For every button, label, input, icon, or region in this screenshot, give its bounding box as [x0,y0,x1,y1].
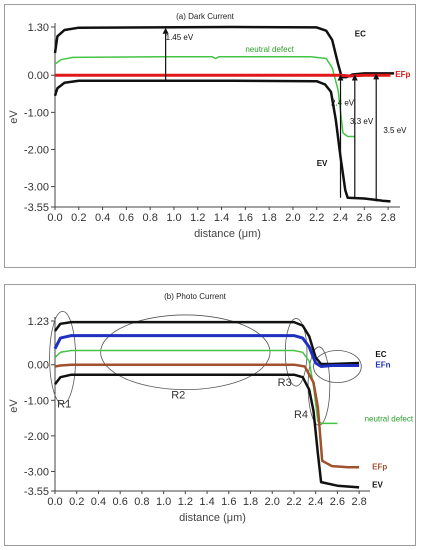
series-line-ec [54,320,360,366]
region-ellipse-r3 [284,318,308,387]
y-tick-label: 0.00 [28,360,49,372]
x-tick-label: 2.4 [308,496,323,508]
x-axis-label: distance (μm) [194,228,261,240]
x-tick-label: 2.4 [333,212,348,224]
x-tick-label: 0.6 [113,496,128,508]
annotation-ec: EC [355,29,366,38]
region-ellipse-r1 [49,310,77,405]
x-tick-label: 0.8 [134,496,149,508]
y-tick-label: -1.00 [24,395,49,407]
region-label-r2: R2 [171,390,185,402]
x-tick-label: 2.8 [351,496,366,508]
y-tick-label: -2.00 [24,431,49,443]
x-tick-label: 1.8 [261,212,276,224]
y-tick-label: -3.00 [24,182,49,194]
x-tick-label: 0.4 [91,496,106,508]
y-tick-label: 1.30 [28,22,49,34]
y-axis-label: eV [8,110,20,124]
photo-current-chart-panel: (b) Photo Current 1.23 0.00 -1.00 -2.00 -3.00… [4,284,416,546]
annotation-ev: EV [372,480,383,489]
band-bend-ellipse [313,350,362,383]
series-line-ev [53,79,391,203]
x-tick-label: 1.2 [190,212,205,224]
series-line-ec [53,25,395,79]
x-tick-label: 0.6 [119,212,134,224]
x-tick-label: 2.8 [380,212,395,224]
annotation-1-45-ev: 1.45 eV [166,33,194,42]
annotation-efn: EFn [375,361,390,370]
series-line-neutral-defect [54,55,355,138]
region-ellipse-r2 [100,314,271,391]
x-tick-label: 0.8 [143,212,158,224]
x-tick-label: 0.0 [47,496,62,508]
x-tick-label: 1.0 [156,496,171,508]
y-tick-label: 0.00 [28,70,49,82]
gap-arrow-1-45ev-head [162,27,169,34]
x-tick-label: 1.4 [214,212,229,224]
x-tick-label: 2.6 [330,496,345,508]
series-line-efn [53,334,360,368]
y-tick-label: -3.55 [24,202,49,214]
annotation-efp: EFp [372,463,387,472]
annotation-3-3-ev: 3.3 eV [350,117,374,126]
photo-current-chart: (b) Photo Current 1.23 0.00 -1.00 -2.00 -3.00… [8,292,414,524]
series-line-efp [55,73,391,78]
gap-arrow-3-3ev-head [351,74,358,81]
x-tick-label: 0.4 [95,212,110,224]
gap-arrow-3-5ev-head [373,73,380,80]
x-tick-label: 2.6 [357,212,372,224]
annotation-ev: EV [317,159,328,168]
annotation-3-5-ev: 3.5 eV [383,126,407,135]
y-tick-label: -1.00 [24,107,49,119]
dark-current-chart-panel: (a) Dark Current 1.30 0.00 -1.00 -2.00 -3.00 -… [4,4,416,268]
region-label-r1: R1 [57,398,71,410]
dark-current-chart: (a) Dark Current 1.30 0.00 -1.00 -2.00 -3.00 -… [8,12,410,240]
chart-title: (b) Photo Current [164,292,227,301]
y-tick-label: -3.55 [24,486,49,498]
x-tick-label: 1.6 [221,496,236,508]
y-axis-label: eV [8,399,20,413]
region-label-r4: R4 [294,409,308,421]
series-line-efp [54,363,360,469]
x-axis-label: distance (μm) [179,512,246,524]
x-tick-label: 1.2 [178,496,193,508]
y-tick-label: -3.00 [24,466,49,478]
annotation-2-4-ev: 2.4 eV [331,99,355,108]
y-tick-label: 1.23 [28,316,49,328]
gap-arrow-2-4ev-head [337,74,344,81]
x-tick-label: 2.0 [285,212,300,224]
annotation-neutral-defect: neutral defect [245,45,294,54]
x-tick-label: 2.2 [286,496,301,508]
annotation-efp: EFp [395,70,410,79]
x-tick-label: 2.2 [309,212,324,224]
annotation-ec: EC [375,350,386,359]
x-tick-label: 1.0 [166,212,181,224]
series-line-ev [54,373,360,489]
x-tick-label: 1.4 [199,496,214,508]
x-tick-label: 1.6 [238,212,253,224]
x-tick-label: 0.0 [47,212,62,224]
annotation-neutral-defect: neutral defect [365,415,414,424]
region-label-r3: R3 [278,377,292,389]
x-tick-label: 2.0 [265,496,280,508]
x-tick-label: 1.8 [243,496,258,508]
chart-title: (a) Dark Current [176,12,235,21]
x-tick-label: 0.2 [69,496,84,508]
y-tick-label: -2.00 [24,144,49,156]
x-tick-label: 0.2 [71,212,86,224]
